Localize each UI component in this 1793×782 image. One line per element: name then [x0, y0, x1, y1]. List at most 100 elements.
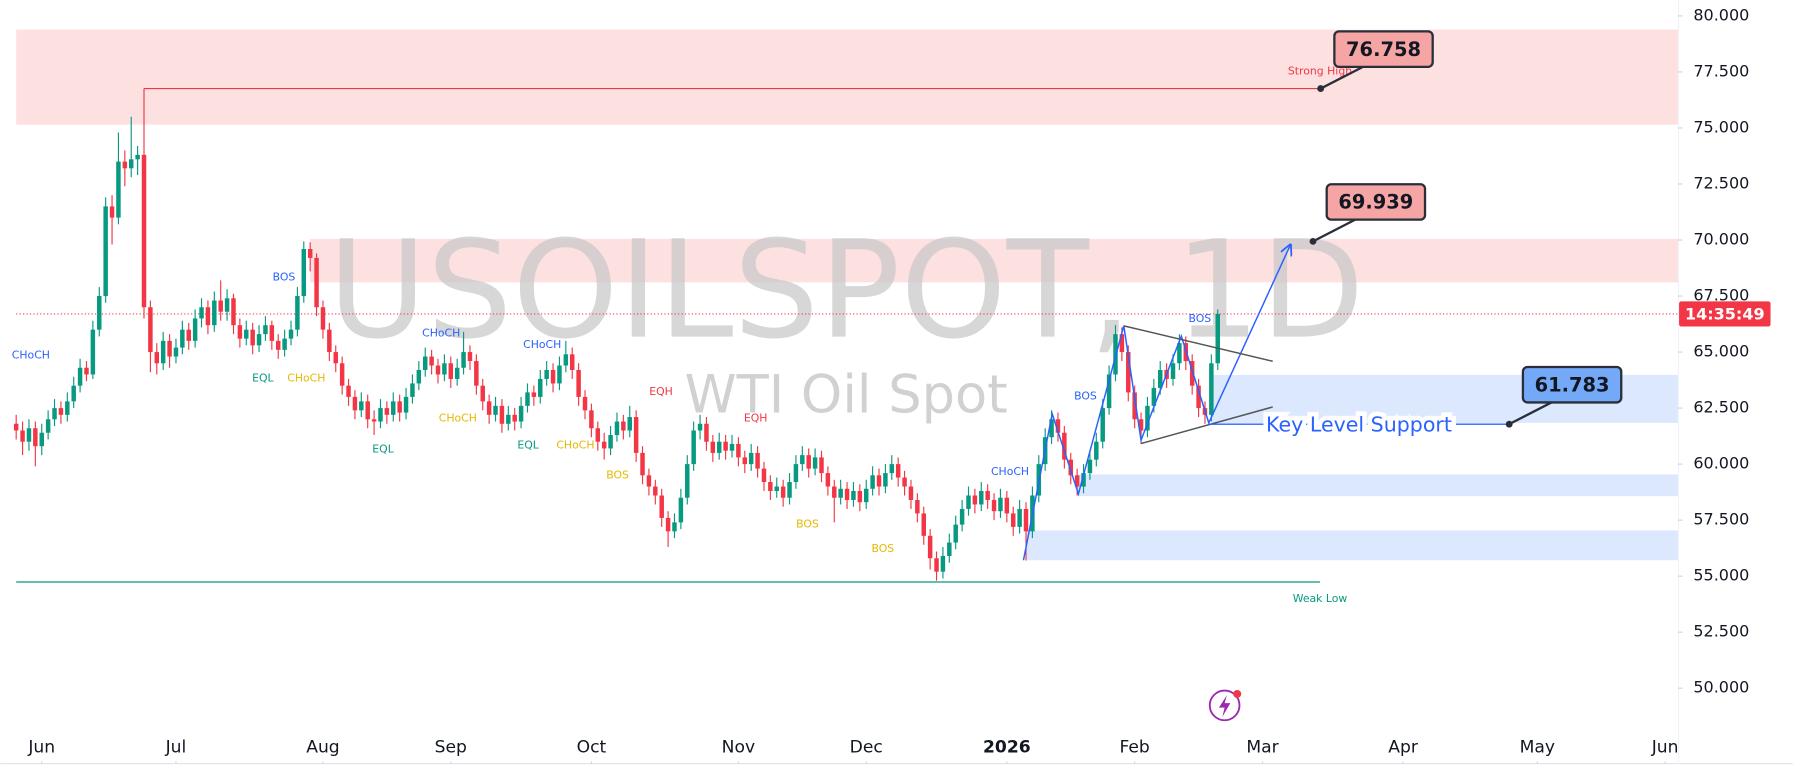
candle-body: [1177, 343, 1182, 364]
candle-body: [1215, 313, 1220, 364]
candle-body: [800, 455, 805, 465]
candle-body: [621, 421, 626, 431]
markers: CHoCH BOS EQL CHoCH CHoCH EQL CHoCH CHoCH EQL CHo…: [12, 271, 1212, 555]
candle-body: [563, 354, 569, 366]
alert-icon-bolt[interactable]: [1218, 695, 1231, 717]
candle-body: [1170, 363, 1176, 379]
candle-body: [1081, 473, 1086, 487]
candle-body: [148, 307, 153, 353]
candle-body: [26, 428, 32, 442]
candle-body: [141, 154, 147, 308]
candle-body: [793, 464, 799, 483]
candle-body: [685, 464, 690, 498]
candle-body: [474, 361, 479, 386]
candle-body: [819, 457, 824, 474]
candle-body: [691, 430, 696, 465]
candle-body: [876, 475, 882, 487]
structure-label: EQL: [372, 442, 393, 455]
candle-body: [410, 383, 415, 397]
candle-body: [339, 363, 345, 386]
candle-body: [244, 329, 249, 339]
candle-body: [1094, 441, 1099, 460]
x-tick-label: Aug: [306, 738, 339, 758]
candle-body: [1106, 374, 1112, 409]
candle-body: [416, 369, 422, 384]
candle-body: [723, 441, 728, 451]
candle-body: [212, 300, 217, 326]
candle-body: [454, 367, 460, 379]
candle-body: [52, 408, 57, 420]
trend-drawing: [1123, 325, 1273, 362]
countdown-tag: [1679, 301, 1771, 327]
candle-body: [493, 405, 498, 415]
zone: [310, 238, 1678, 283]
candle-body: [883, 473, 888, 487]
candle-body: [352, 396, 358, 411]
candle-body: [180, 329, 185, 348]
candle-body: [640, 452, 645, 476]
callout-box: [1333, 30, 1434, 68]
candle-body: [576, 369, 581, 397]
candle-body: [186, 329, 191, 341]
candle-body: [109, 206, 115, 218]
candle-body: [825, 473, 831, 487]
candle-body: [595, 428, 601, 442]
x-tick-label: 2026: [983, 738, 1031, 758]
candle-body: [256, 334, 262, 346]
candle-body: [889, 464, 895, 474]
y-tick-label: 72.500: [1693, 173, 1749, 192]
candle-body: [97, 296, 102, 330]
y-tick-label: 50.000: [1693, 678, 1749, 697]
candle-body: [199, 307, 204, 319]
candle-body: [301, 248, 307, 297]
alert-icon[interactable]: [1208, 689, 1242, 722]
candle-body: [934, 558, 939, 572]
structure-label: CHoCH: [12, 348, 50, 361]
y-tick-label: 62.500: [1693, 398, 1749, 417]
level-label: Strong High: [1288, 64, 1352, 77]
candle-body: [1100, 408, 1105, 442]
candle-body: [729, 443, 735, 451]
candle-body: [1023, 508, 1029, 532]
candle-body: [269, 325, 275, 341]
candle-body: [320, 307, 326, 330]
candle-body: [998, 497, 1003, 512]
y-tick-label: 75.000: [1693, 117, 1749, 136]
candle-body: [557, 365, 562, 384]
candle-body: [1119, 334, 1125, 353]
candle-body: [915, 499, 920, 514]
candle-body: [544, 369, 549, 379]
candle-body: [512, 414, 517, 422]
y-tick-label: 65.000: [1693, 342, 1749, 361]
structure-label: CHoCH: [287, 371, 325, 384]
x-tick-label: Jul: [165, 738, 187, 758]
candle-body: [20, 430, 25, 442]
candle-body: [538, 378, 543, 397]
x-tick-label: Jun: [1651, 738, 1679, 758]
candle-body: [1196, 385, 1201, 409]
candle-body: [518, 405, 524, 422]
callout-label: 69.939: [1338, 191, 1413, 214]
candle-body: [780, 486, 786, 498]
watermark-description: WTI Oil Spot: [685, 365, 1008, 426]
candle-body: [71, 385, 76, 402]
structure-label: BOS: [1074, 390, 1097, 403]
candle-body: [435, 365, 441, 375]
candle-body: [966, 495, 971, 509]
x-tick-label: Jun: [27, 738, 55, 758]
candle-body: [525, 392, 530, 406]
candle-body: [742, 457, 748, 465]
candle-body: [307, 248, 313, 258]
x-tick-label: Oct: [577, 738, 607, 758]
candle-body: [902, 477, 907, 487]
candle-body: [90, 329, 96, 375]
candle-body: [832, 486, 837, 498]
x-tick-label: Apr: [1388, 738, 1419, 758]
callout-pointer: [1508, 401, 1553, 426]
candle-body: [838, 488, 843, 498]
candle-body: [231, 298, 236, 326]
key-level-label: Key Level Support: [1266, 412, 1452, 436]
alert-icon-dot[interactable]: [1233, 689, 1242, 698]
y-tick-label: 67.500: [1693, 286, 1749, 305]
